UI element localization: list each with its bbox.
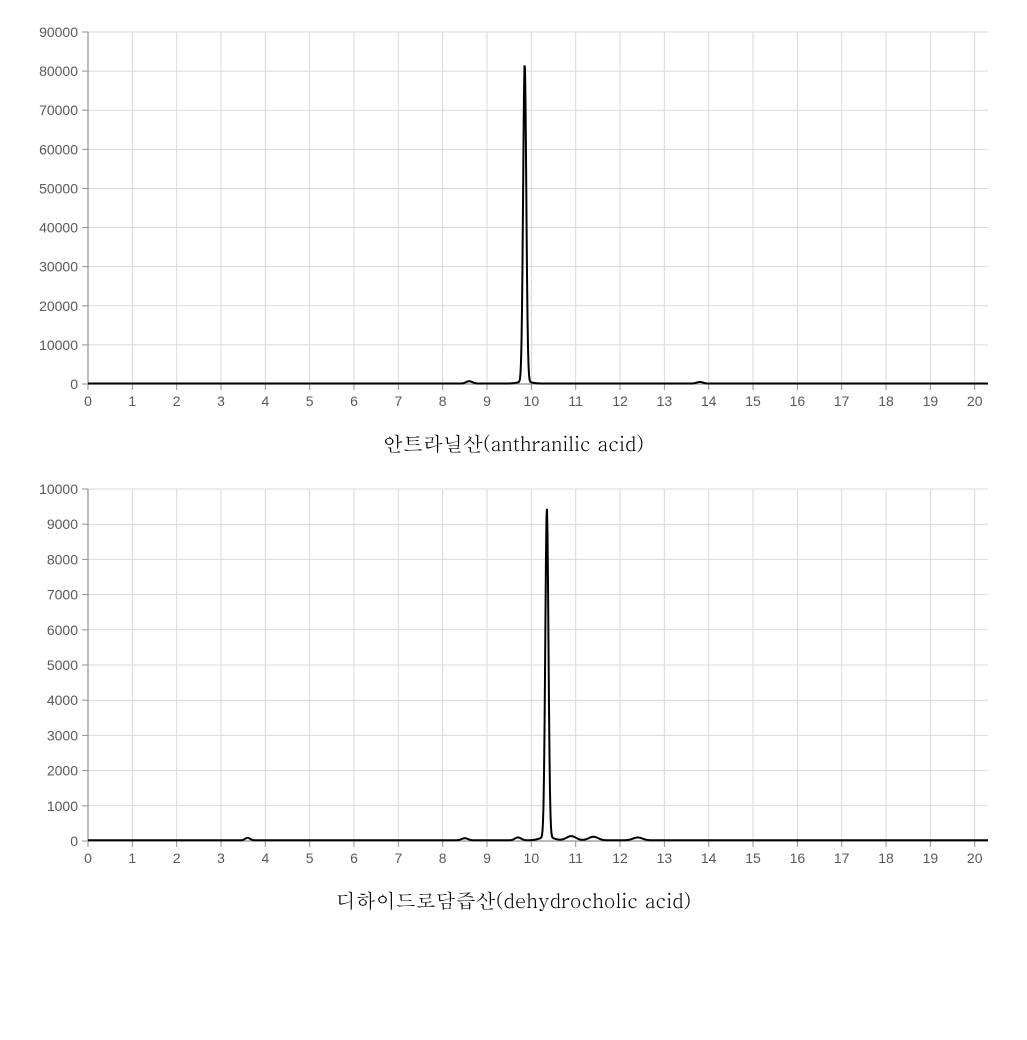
xtick-label: 4 [261,393,269,409]
xtick-label: 5 [306,850,314,866]
xtick-label: 3 [217,850,225,866]
xtick-label: 14 [701,850,717,866]
ytick-label: 4000 [47,692,78,708]
xtick-label: 8 [439,850,447,866]
xtick-label: 14 [701,393,717,409]
ytick-label: 9000 [47,516,78,532]
xtick-label: 20 [967,850,983,866]
xtick-label: 16 [790,393,806,409]
ytick-label: 30000 [39,259,78,275]
ytick-label: 60000 [39,141,78,157]
xtick-label: 17 [834,393,850,409]
xtick-label: 6 [350,393,358,409]
xtick-label: 10 [524,393,540,409]
ytick-label: 50000 [39,180,78,196]
ytick-label: 5000 [47,657,78,673]
xtick-label: 7 [394,850,402,866]
xtick-label: 5 [306,393,314,409]
ytick-label: 2000 [47,763,78,779]
ytick-label: 70000 [39,102,78,118]
xtick-label: 11 [568,850,583,866]
xtick-label: 4 [261,850,269,866]
xtick-label: 1 [128,393,136,409]
xtick-label: 20 [967,393,983,409]
xtick-label: 2 [173,850,181,866]
xtick-label: 6 [350,850,358,866]
xtick-label: 11 [568,393,583,409]
ytick-label: 40000 [39,220,78,236]
xtick-label: 13 [657,850,673,866]
xtick-label: 18 [878,393,894,409]
ytick-label: 80000 [39,63,78,79]
ytick-label: 3000 [47,727,78,743]
ytick-label: 90000 [39,24,78,40]
xtick-label: 7 [394,393,402,409]
xtick-label: 15 [745,393,761,409]
chart-anthranilic-acid: 0 10000 20000 30000 40000 50000 60000 70000 8000… [20,20,1007,457]
xtick-label: 0 [84,393,92,409]
xtick-label: 17 [834,850,850,866]
xtick-label: 0 [84,850,92,866]
xtick-label: 19 [923,850,939,866]
ytick-label: 20000 [39,298,78,314]
ytick-label: 10000 [39,337,78,353]
chromatogram-dehydrocholic: 0100020003000400050006000700080009000100… [20,477,1005,877]
xtick-label: 2 [173,393,181,409]
xtick-label: 12 [612,393,628,409]
ytick-label: 6000 [47,622,78,638]
xtick-label: 18 [878,850,894,866]
chart-dehydrocholic-acid: 0100020003000400050006000700080009000100… [20,477,1007,914]
ytick-label: 0 [70,376,78,392]
xtick-label: 9 [483,850,491,866]
xtick-label: 16 [790,850,806,866]
ytick-label: 7000 [47,587,78,603]
chart2-caption: 디하이드로담즙산(dehydrocholic acid) [20,885,1007,914]
chromatogram-anthranilic: 0 10000 20000 30000 40000 50000 60000 70000 8000… [20,20,1005,420]
xtick-label: 8 [439,393,447,409]
xtick-label: 15 [745,850,761,866]
ytick-label: 1000 [47,798,78,814]
ytick-label: 10000 [39,481,78,497]
xtick-label: 9 [483,393,491,409]
xtick-label: 10 [524,850,540,866]
xtick-label: 19 [923,393,939,409]
xtick-label: 12 [612,850,628,866]
chart1-caption: 안트라닐산(anthranilic acid) [20,428,1007,457]
xtick-label: 3 [217,393,225,409]
xtick-label: 1 [128,850,136,866]
ytick-label: 8000 [47,551,78,567]
ytick-label: 0 [70,833,78,849]
xtick-label: 13 [657,393,673,409]
